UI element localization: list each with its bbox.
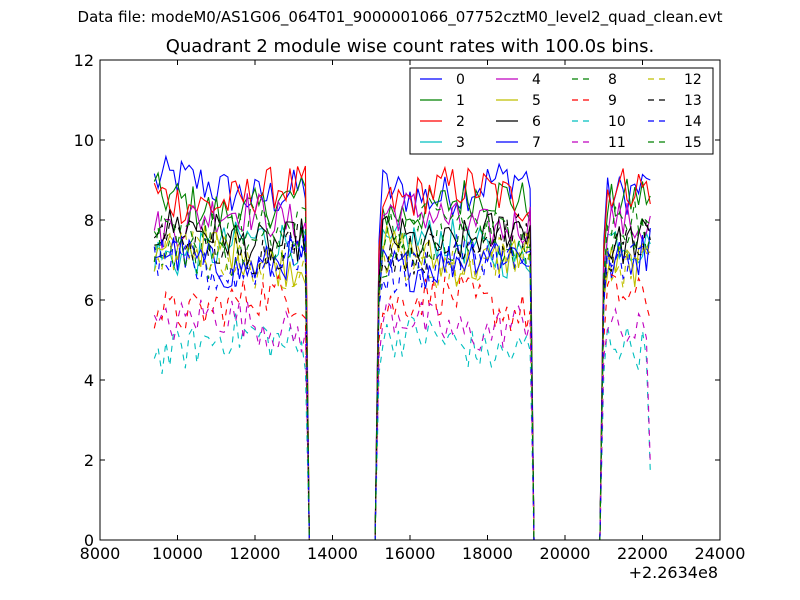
x-tick-label: 12000: [230, 544, 281, 563]
legend-label: 12: [684, 72, 702, 88]
series-line-2: [153, 165, 651, 541]
legend-box: [409, 67, 714, 155]
x-tick-label: 16000: [385, 544, 436, 563]
legend-label: 3: [456, 135, 465, 151]
series-line-15: [153, 197, 651, 541]
series-layer: [153, 154, 651, 541]
y-tick-label: 0: [84, 531, 94, 550]
legend-label: 8: [608, 72, 617, 88]
legend-label: 13: [684, 93, 702, 109]
x-tick-label: 14000: [307, 544, 358, 563]
y-tick-label: 4: [84, 371, 94, 390]
x-tick-label: 22000: [617, 544, 668, 563]
legend-label: 1: [456, 93, 465, 109]
series-line-14: [153, 234, 651, 541]
x-tick-label: 8000: [80, 544, 121, 563]
series-line-6: [154, 209, 651, 541]
legend-label: 0: [456, 72, 465, 88]
series-line-11: [153, 299, 651, 541]
y-tick-label: 12: [74, 51, 94, 70]
x-tick-label: 18000: [462, 544, 513, 563]
y-tick-label: 10: [74, 131, 94, 150]
legend-label: 11: [608, 135, 626, 151]
series-line-8: [153, 220, 651, 541]
series-line-0: [153, 154, 651, 541]
legend-label: 15: [684, 135, 702, 151]
legend-label: 4: [532, 72, 541, 88]
legend-label: 7: [532, 135, 541, 151]
legend-label: 6: [532, 114, 541, 130]
y-tick-label: 8: [84, 211, 94, 230]
x-tick-label: 24000: [695, 544, 746, 563]
series-line-7: [154, 227, 651, 541]
chart-title: Quadrant 2 module wise count rates with …: [165, 36, 655, 57]
legend-label: 14: [684, 114, 702, 130]
x-offset-label: +2.2634e8: [629, 563, 718, 582]
legend-label: 2: [456, 114, 465, 130]
series-line-5: [153, 225, 651, 541]
x-tick-label: 20000: [540, 544, 591, 563]
legend-label: 5: [532, 93, 541, 109]
x-tick-label: 10000: [152, 544, 203, 563]
series-line-12: [153, 230, 651, 541]
y-tick-label: 2: [84, 451, 94, 470]
figure-suptitle: Data file: modeM0/AS1G06_064T01_90000010…: [77, 8, 723, 26]
series-line-9: [153, 273, 651, 541]
series-line-13: [153, 213, 651, 541]
series-line-10: [153, 313, 651, 541]
legend-label: 10: [608, 114, 626, 130]
tick-layer: 8000 10000 12000 14000 16000 18000 20000 22000 2…: [74, 51, 746, 563]
legend-label: 9: [608, 93, 617, 109]
series-line-3: [153, 218, 651, 541]
y-tick-label: 6: [84, 291, 94, 310]
